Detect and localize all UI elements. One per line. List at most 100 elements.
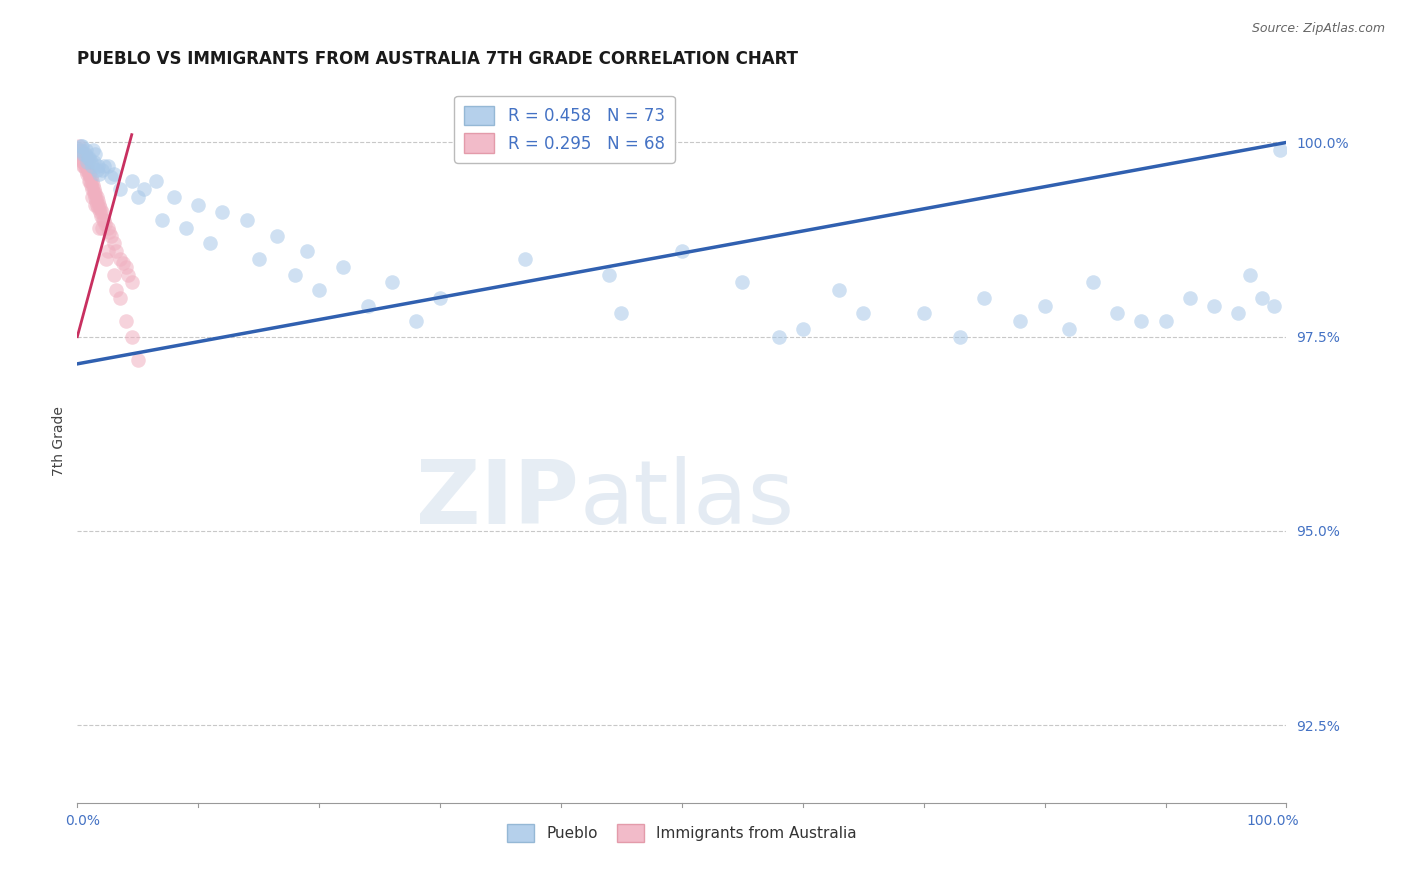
Point [83, 182, 105, 196]
Point [89, 202, 111, 216]
Point [610, 306, 633, 320]
Point [83, 190, 105, 204]
Point [67, 139, 90, 153]
Point [105, 283, 128, 297]
Point [79, 167, 101, 181]
Point [80, 159, 103, 173]
Point [114, 314, 136, 328]
Point [187, 197, 209, 211]
Point [1227, 306, 1250, 320]
Point [70, 139, 93, 153]
Point [70, 143, 93, 157]
Point [91, 213, 114, 227]
Text: 0.0%: 0.0% [65, 814, 100, 829]
Point [86, 162, 108, 177]
Point [80, 178, 103, 193]
Point [87, 202, 110, 216]
Point [70, 139, 93, 153]
Point [121, 174, 143, 188]
Point [103, 268, 125, 282]
Point [163, 190, 186, 204]
Point [82, 182, 104, 196]
Legend: Pueblo, Immigrants from Australia: Pueblo, Immigrants from Australia [499, 816, 865, 849]
Point [96, 220, 118, 235]
Point [973, 291, 995, 305]
Point [76, 167, 98, 181]
Point [1178, 291, 1201, 305]
Point [1010, 314, 1032, 328]
Point [768, 329, 790, 343]
Point [83, 154, 105, 169]
Point [96, 159, 118, 173]
Point [72, 147, 94, 161]
Point [174, 220, 197, 235]
Y-axis label: 7th Grade: 7th Grade [52, 407, 66, 476]
Point [69, 151, 91, 165]
Point [73, 147, 96, 161]
Point [69, 147, 91, 161]
Point [792, 322, 814, 336]
Point [73, 159, 96, 173]
Point [852, 306, 875, 320]
Point [69, 143, 91, 157]
Point [150, 213, 173, 227]
Point [87, 220, 110, 235]
Text: 100.0%: 100.0% [1246, 814, 1299, 829]
Point [87, 194, 110, 208]
Point [356, 299, 378, 313]
Point [82, 143, 104, 157]
Point [211, 205, 233, 219]
Point [79, 174, 101, 188]
Point [77, 167, 100, 181]
Point [295, 244, 318, 259]
Point [1270, 143, 1292, 157]
Point [70, 151, 93, 165]
Point [332, 260, 354, 274]
Point [83, 186, 105, 200]
Point [1251, 291, 1274, 305]
Point [93, 159, 115, 173]
Point [86, 190, 108, 204]
Point [72, 159, 94, 173]
Point [87, 167, 110, 181]
Point [79, 151, 101, 165]
Point [108, 252, 131, 266]
Point [72, 154, 94, 169]
Point [117, 268, 139, 282]
Point [77, 151, 100, 165]
Point [84, 186, 107, 200]
Point [828, 283, 851, 297]
Point [1202, 299, 1225, 313]
Point [100, 228, 122, 243]
Point [145, 174, 167, 188]
Point [87, 197, 110, 211]
Point [80, 174, 103, 188]
Point [1239, 268, 1261, 282]
Point [108, 291, 131, 305]
Point [284, 268, 307, 282]
Point [93, 213, 115, 227]
Point [84, 194, 107, 208]
Point [89, 205, 111, 219]
Point [132, 182, 155, 196]
Point [90, 220, 112, 235]
Point [235, 213, 257, 227]
Point [75, 159, 97, 173]
Point [82, 178, 104, 193]
Point [308, 283, 330, 297]
Point [598, 268, 620, 282]
Point [1081, 275, 1104, 289]
Point [1057, 322, 1080, 336]
Point [121, 275, 143, 289]
Point [72, 154, 94, 169]
Point [247, 252, 270, 266]
Point [76, 154, 98, 169]
Point [127, 353, 149, 368]
Point [90, 205, 112, 219]
Point [731, 275, 754, 289]
Point [912, 306, 935, 320]
Point [405, 314, 427, 328]
Point [108, 182, 131, 196]
Point [67, 143, 90, 157]
Point [100, 170, 122, 185]
